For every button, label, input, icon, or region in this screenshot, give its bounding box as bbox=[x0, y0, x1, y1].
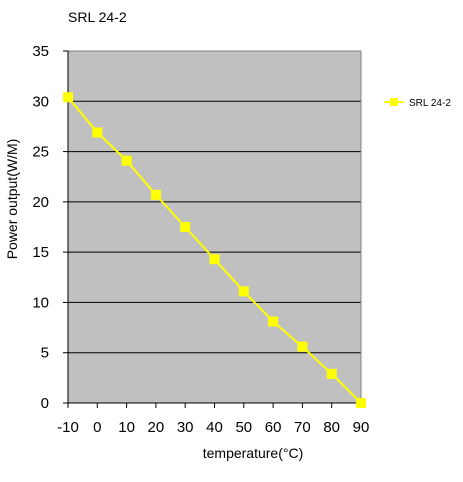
data-point bbox=[63, 92, 73, 103]
y-axis-ticks: 0 5 10 15 20 25 30 35 bbox=[32, 43, 68, 412]
x-tick-label: -10 bbox=[57, 419, 79, 436]
data-point bbox=[121, 155, 132, 166]
data-point bbox=[92, 127, 103, 138]
y-tick-label: 15 bbox=[32, 244, 49, 261]
x-tick-label: 30 bbox=[177, 419, 194, 436]
series-layer bbox=[63, 92, 366, 408]
data-point bbox=[209, 254, 220, 265]
x-tick-label: 60 bbox=[265, 419, 282, 436]
legend: SRL 24-2 bbox=[384, 98, 451, 109]
data-point bbox=[180, 222, 191, 232]
x-axis-ticks: -10 0 10 20 30 40 50 60 70 80 90 bbox=[57, 403, 369, 436]
y-tick-label: 10 bbox=[32, 294, 49, 311]
plot-background bbox=[68, 51, 361, 403]
y-tick-label: 20 bbox=[32, 194, 49, 211]
data-point bbox=[356, 398, 366, 408]
legend-label: SRL 24-2 bbox=[409, 98, 451, 109]
y-tick-label: 5 bbox=[41, 345, 49, 362]
x-tick-label: 0 bbox=[93, 419, 101, 436]
data-point bbox=[150, 189, 161, 200]
x-tick-label: 70 bbox=[294, 419, 311, 436]
legend-marker bbox=[390, 98, 398, 106]
y-axis-label: Power output(W/M) bbox=[4, 139, 20, 260]
y-tick-label: 25 bbox=[32, 144, 49, 161]
x-tick-label: 50 bbox=[235, 419, 252, 436]
y-tick-label: 35 bbox=[32, 43, 49, 60]
y-tick-label: 30 bbox=[32, 93, 49, 110]
data-point bbox=[268, 316, 279, 327]
y-tick-label: 0 bbox=[41, 395, 49, 412]
data-point bbox=[326, 368, 337, 379]
x-tick-label: 40 bbox=[206, 419, 223, 436]
x-tick-label: 10 bbox=[118, 419, 135, 436]
x-tick-label: 80 bbox=[323, 419, 340, 436]
chart-title: SRL 24-2 bbox=[68, 9, 127, 25]
data-point bbox=[238, 286, 249, 297]
x-tick-label: 20 bbox=[148, 419, 165, 436]
data-point bbox=[297, 341, 308, 352]
x-axis-label: temperature(°C) bbox=[203, 445, 304, 461]
x-tick-label: 90 bbox=[353, 419, 370, 436]
